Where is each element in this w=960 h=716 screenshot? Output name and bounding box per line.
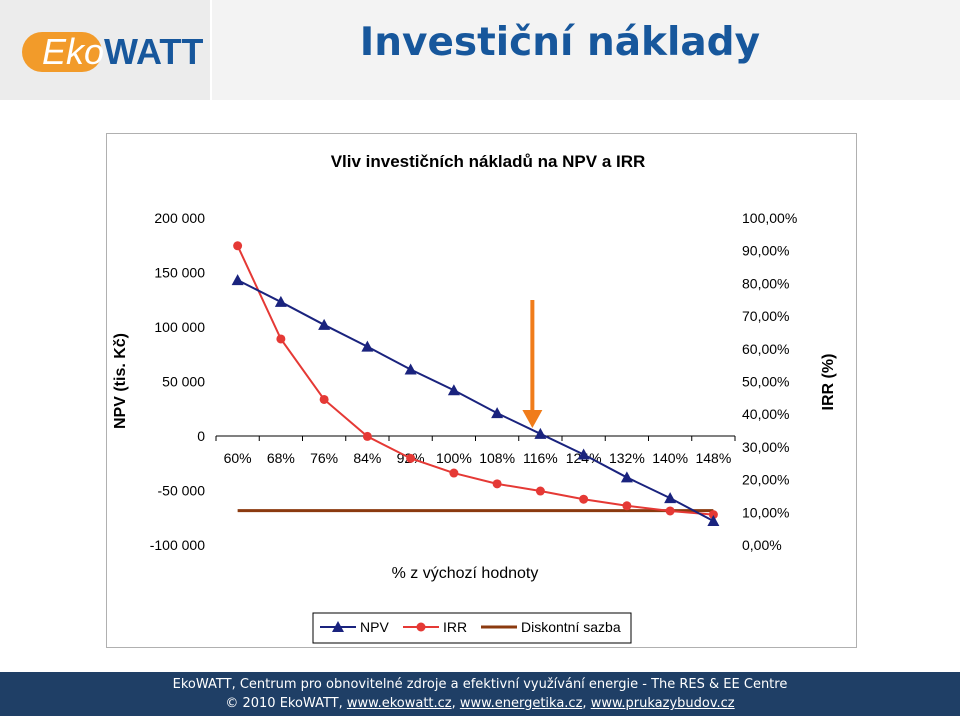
y2-tick-label: 10,00% [742, 504, 789, 520]
npv-point [447, 384, 460, 396]
y-tick-label: 150 000 [154, 265, 205, 281]
slide-title: Investiční náklady [359, 20, 760, 65]
y2-tick-label: 100,00% [742, 210, 797, 226]
legend-marker [416, 622, 426, 632]
slide-header: EkoWATT Investiční náklady [0, 0, 960, 100]
irr-point [492, 479, 502, 489]
title-bar: Investiční náklady [212, 0, 960, 100]
legend-marker [332, 621, 344, 632]
y2-tick-label: 30,00% [742, 439, 789, 455]
npv-point [620, 471, 633, 483]
x-tick-label: 132% [609, 450, 645, 466]
annotation-arrow-head [522, 410, 543, 428]
x-tick-label: 84% [353, 450, 381, 466]
irr-point [233, 241, 243, 251]
irr-point [362, 431, 372, 441]
npv-point [534, 427, 547, 439]
y2-axis-title: IRR (%) [820, 354, 837, 411]
y-axis-title: NPV (tis. Kč) [112, 333, 129, 429]
x-tick-label: 60% [224, 450, 252, 466]
irr-point [622, 501, 632, 511]
x-tick-label: 148% [695, 450, 731, 466]
npv-point [491, 407, 504, 419]
npv-point [577, 448, 590, 460]
x-tick-label: 140% [652, 450, 688, 466]
y-tick-label: 200 000 [154, 210, 205, 226]
irr-point [319, 394, 329, 404]
irr-point [406, 453, 416, 463]
y2-tick-label: 80,00% [742, 275, 789, 291]
npv-point [274, 295, 287, 307]
logo-swoosh-icon [22, 32, 102, 72]
irr-point [708, 510, 718, 520]
irr-point [449, 468, 459, 478]
y2-tick-label: 0,00% [742, 537, 782, 553]
y2-tick-label: 20,00% [742, 472, 789, 488]
npv-point [231, 274, 244, 286]
npv-point [664, 492, 677, 504]
y-tick-label: -50 000 [158, 483, 206, 499]
npv-point [361, 340, 374, 352]
irr-point [665, 506, 675, 516]
irr-point [276, 334, 286, 344]
footer-link-energetika[interactable]: www.energetika.cz [459, 696, 583, 711]
footer-line2: © 2010 EkoWATT, www.ekowatt.cz, www.ener… [0, 694, 960, 713]
logo-area: EkoWATT [0, 0, 210, 100]
y-tick-label: 100 000 [154, 319, 205, 335]
footer-link-prukazybudov[interactable]: www.prukazybudov.cz [590, 696, 735, 711]
ekowatt-logo: EkoWATT [22, 30, 203, 74]
chart-title: Vliv investičních nákladů na NPV a IRR [331, 152, 646, 171]
chart-frame [106, 133, 857, 648]
y2-tick-label: 50,00% [742, 374, 789, 390]
y2-tick-label: 90,00% [742, 243, 789, 259]
footer-sep: , [451, 696, 460, 711]
series-line-irr [236, 245, 714, 516]
x-tick-label: 68% [267, 450, 295, 466]
legend-box [312, 612, 632, 644]
x-tick-label: 108% [479, 450, 515, 466]
y2-tick-label: 60,00% [742, 341, 789, 357]
legend-label: Diskontní sazba [521, 619, 621, 635]
npv-point [707, 515, 720, 527]
logo-eko: Eko [42, 31, 105, 72]
series-line-npv [237, 279, 714, 522]
y-tick-label: -100 000 [150, 537, 205, 553]
y2-tick-label: 70,00% [742, 308, 789, 324]
irr-point [579, 494, 589, 504]
footer-link-ekowatt[interactable]: www.ekowatt.cz [346, 696, 452, 711]
footer: EkoWATT, Centrum pro obnovitelné zdroje … [0, 672, 960, 716]
npv-point [318, 318, 331, 330]
x-tick-label: 116% [523, 450, 558, 466]
footer-sep: , [582, 696, 591, 711]
x-axis-title: % z výchozí hodnoty [392, 565, 539, 582]
x-tick-label: 100% [436, 450, 472, 466]
irr-point [535, 486, 545, 496]
logo-text: EkoWATT [42, 30, 203, 74]
y-tick-label: 50 000 [162, 374, 205, 390]
footer-copyright: © 2010 EkoWATT, [225, 696, 347, 711]
footer-line1: EkoWATT, Centrum pro obnovitelné zdroje … [172, 677, 788, 692]
logo-watt: WATT [104, 31, 204, 72]
npv-point [404, 363, 417, 375]
legend-label: NPV [360, 619, 389, 635]
y2-tick-label: 40,00% [742, 406, 789, 422]
legend-label: IRR [443, 619, 467, 635]
y-tick-label: 0 [197, 428, 205, 444]
x-tick-label: 76% [310, 450, 338, 466]
